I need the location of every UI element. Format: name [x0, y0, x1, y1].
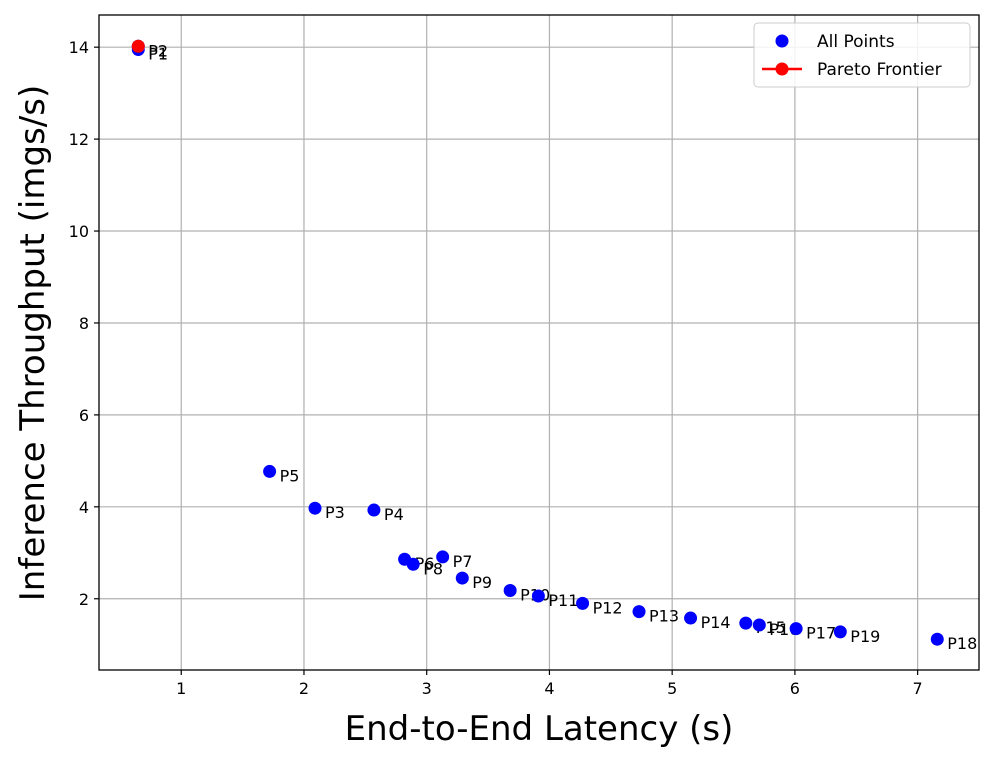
y-tick-label: 14: [69, 38, 89, 57]
y-tick-label: 8: [79, 314, 89, 333]
y-tick-label: 2: [79, 590, 89, 609]
data-point-p15: [739, 616, 753, 630]
point-label-p13: P13: [649, 607, 679, 626]
point-label-p7: P7: [453, 552, 473, 571]
legend-box: [753, 22, 971, 88]
data-point-p18: [930, 632, 944, 646]
point-label-p2: P2: [148, 41, 168, 60]
y-tick-label: 12: [69, 130, 89, 149]
legend-all-points-label: All Points: [817, 32, 895, 52]
data-point-p10: [503, 583, 517, 597]
y-tick-label: 4: [79, 498, 89, 517]
point-label-p1: P1: [148, 44, 168, 63]
x-tick-label: 1: [176, 679, 186, 698]
point-label-p12: P12: [593, 598, 623, 617]
point-label-p19: P19: [850, 627, 880, 646]
data-point-p5: [263, 464, 277, 478]
data-point-p13: [632, 605, 646, 619]
data-point-p17: [789, 622, 803, 636]
point-label-p9: P9: [472, 573, 492, 592]
data-point-p4: [367, 503, 381, 517]
point-label-p4: P4: [384, 505, 404, 524]
y-tick-label: 10: [69, 222, 89, 241]
y-tick-label: 6: [79, 406, 89, 425]
x-tick-label: 3: [422, 679, 432, 698]
x-tick-label: 7: [913, 679, 923, 698]
x-axis-title: End-to-End Latency (s): [345, 709, 734, 749]
x-tick-label: 6: [790, 679, 800, 698]
point-label-p18: P18: [947, 634, 977, 653]
point-label-p6: P6: [415, 554, 435, 573]
point-label-p3: P3: [325, 503, 345, 522]
point-label-p8: P8: [423, 559, 443, 578]
point-label-p14: P14: [701, 613, 731, 632]
legend-pareto-frontier-label: Pareto Frontier: [817, 60, 942, 80]
data-point-p19: [833, 625, 847, 639]
data-point-p16: [752, 618, 766, 632]
data-point-p14: [684, 611, 698, 625]
point-labels: P1P2P3P4P5P6P7P8P9P10P11P12P13P14P15P16P…: [148, 41, 977, 653]
x-tick-label: 2: [299, 679, 309, 698]
y-axis-title: Inference Throughput (imgs/s): [13, 85, 53, 601]
legend: All Points Pareto Frontier: [753, 22, 971, 88]
legend-all-points-marker: [775, 34, 789, 48]
plot-area-frame: [98, 14, 980, 671]
point-label-p11: P11: [548, 591, 578, 610]
point-label-p5: P5: [280, 466, 300, 485]
data-points: [131, 39, 944, 646]
x-tick-label: 5: [667, 679, 677, 698]
data-point-p12: [576, 596, 590, 610]
data-point-p9: [455, 571, 469, 585]
data-point-p3: [308, 501, 322, 515]
point-label-p17: P17: [806, 624, 836, 643]
x-tick-label: 4: [544, 679, 554, 698]
data-point-p11: [531, 589, 545, 603]
data-point-p7: [436, 550, 450, 564]
data-point-p8: [406, 557, 420, 571]
legend-pareto-frontier-marker: [775, 62, 789, 76]
data-point-p2-pareto: [131, 39, 145, 53]
